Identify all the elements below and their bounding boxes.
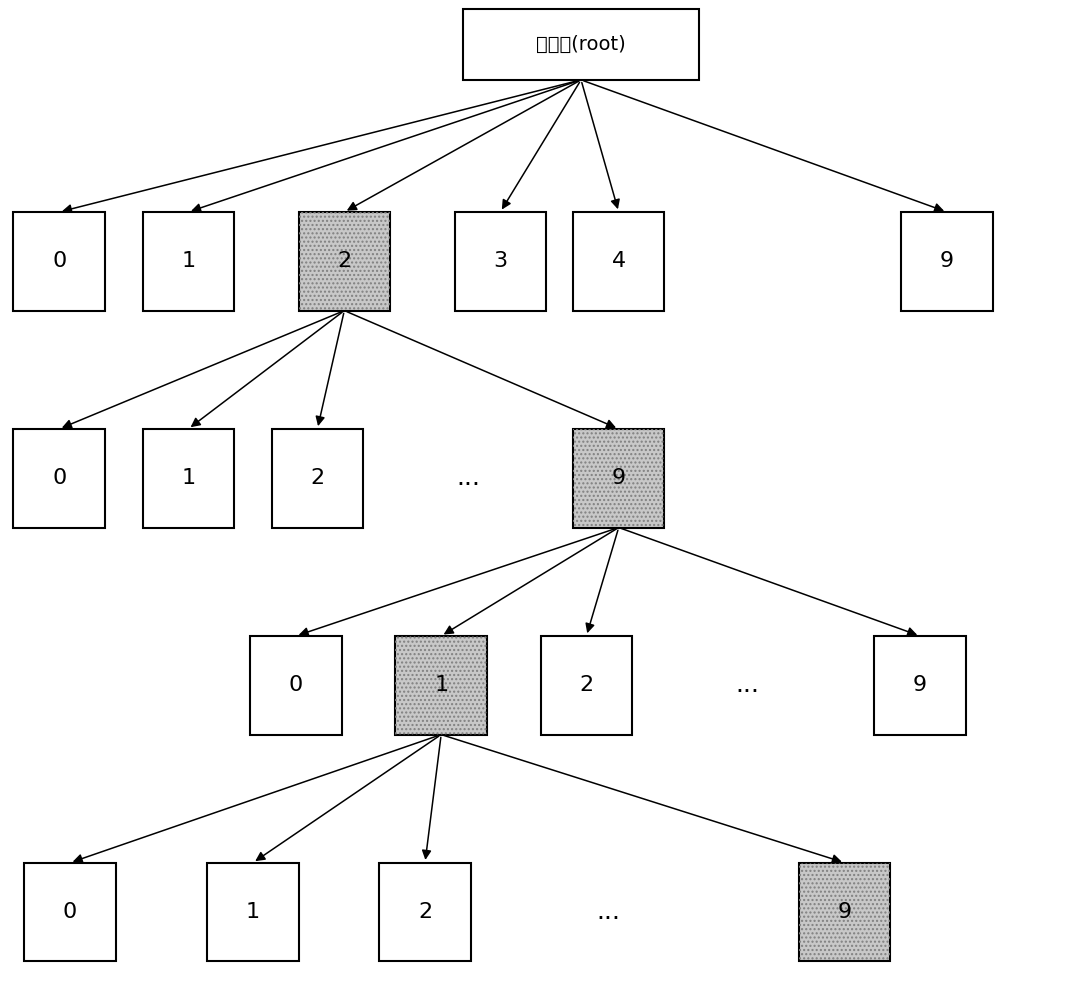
Text: 9: 9: [912, 675, 928, 695]
Bar: [455, 212, 547, 311]
Bar: [13, 212, 105, 311]
Text: 0: 0: [52, 468, 67, 488]
Bar: [271, 429, 364, 528]
Text: ...: ...: [596, 900, 620, 924]
Text: 0: 0: [62, 902, 77, 922]
Text: 1: 1: [434, 675, 449, 695]
Bar: [874, 636, 965, 735]
Text: 9: 9: [611, 468, 626, 488]
Bar: [901, 212, 992, 311]
Bar: [572, 429, 664, 528]
Text: 2: 2: [337, 251, 352, 271]
Text: 2: 2: [310, 468, 325, 488]
Text: ...: ...: [456, 466, 480, 490]
Bar: [299, 212, 391, 311]
Text: 4: 4: [611, 251, 626, 271]
Bar: [572, 429, 664, 528]
Bar: [798, 863, 890, 961]
Text: 0: 0: [288, 675, 303, 695]
Text: 9: 9: [837, 902, 852, 922]
Text: 2: 2: [417, 902, 433, 922]
Bar: [24, 863, 116, 961]
Text: 2: 2: [579, 675, 594, 695]
Text: 1: 1: [245, 902, 260, 922]
Text: 3: 3: [493, 251, 508, 271]
Text: ...: ...: [736, 673, 760, 697]
Bar: [142, 429, 233, 528]
Bar: [798, 863, 890, 961]
Text: 1: 1: [181, 251, 196, 271]
Bar: [207, 863, 298, 961]
Bar: [572, 212, 664, 311]
Bar: [396, 636, 486, 735]
Bar: [299, 212, 391, 311]
Text: 根节点(root): 根节点(root): [536, 35, 626, 54]
Bar: [13, 429, 105, 528]
Text: 0: 0: [52, 251, 67, 271]
Text: 1: 1: [181, 468, 196, 488]
Bar: [142, 212, 233, 311]
Text: 9: 9: [939, 251, 954, 271]
Bar: [541, 636, 632, 735]
Bar: [250, 636, 342, 735]
Bar: [463, 9, 699, 80]
Bar: [379, 863, 471, 961]
Bar: [396, 636, 486, 735]
